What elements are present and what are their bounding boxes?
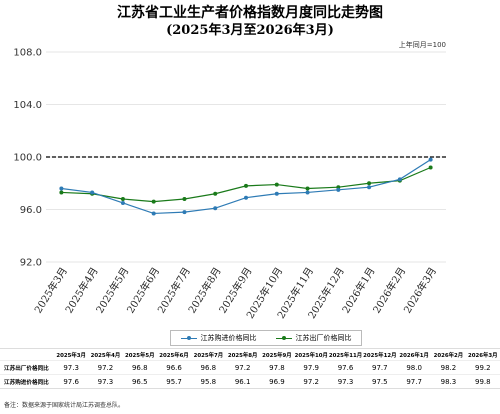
table-cell: 99.8 — [465, 374, 500, 389]
table-cell: 97.2 — [294, 374, 329, 389]
table-cell: 95.7 — [156, 374, 192, 389]
data-point-ex_factory — [120, 197, 125, 201]
data-point-ex_factory — [305, 186, 310, 191]
legend-label-ex-factory: 江苏出厂价格同比 — [295, 334, 352, 342]
data-point-purchase — [213, 206, 218, 211]
data-point-purchase — [120, 200, 125, 205]
data-point-ex_factory — [59, 190, 64, 195]
table-corner — [0, 348, 54, 361]
table-cell: 95.8 — [191, 374, 226, 389]
footnote: 备注：数据来源于国家统计局江苏调查总队。 — [4, 402, 125, 409]
table-header-row: 2025年3月 2025年4月 2025年5月 2025年6月 2025年7月 2025年… — [0, 348, 500, 361]
table-cell: 97.6 — [54, 374, 89, 389]
data-point-purchase — [397, 177, 402, 182]
legend: 江苏购进价格同比 江苏出厂价格同比 — [170, 330, 362, 346]
y-tick-label: 104.0 — [13, 100, 42, 111]
table-row-purchase: 江苏购进价格同比 97.6 97.3 96.5 95.7 95.8 96.1 96.9 97.2… — [0, 374, 500, 389]
data-point-ex_factory — [213, 191, 218, 196]
table-cell: 97.3 — [328, 374, 363, 389]
base-note: 上年同月=100 — [398, 41, 446, 49]
line-chart: 92.096.0100.0104.0108.02025年3月2025年4月202… — [13, 48, 446, 321]
table-column-header: 2025年9月 — [259, 348, 295, 361]
data-point-purchase — [90, 190, 95, 195]
data-point-ex_factory — [182, 197, 187, 201]
table-cell: 97.7 — [396, 374, 432, 389]
y-tick-label: 96.0 — [20, 205, 42, 216]
data-point-purchase — [336, 187, 341, 192]
table-column-header: 2025年11月 — [328, 348, 363, 361]
table-column-header: 2025年6月 — [156, 348, 192, 361]
data-point-purchase — [59, 186, 64, 191]
legend-item-ex-factory: 江苏出厂价格同比 — [275, 333, 352, 343]
table-cell: 97.3 — [88, 374, 123, 389]
table-column-header: 2026年3月 — [465, 348, 500, 361]
table-cell: 96.8 — [122, 360, 157, 375]
table-cell: 98.3 — [431, 374, 466, 389]
table-cell: 99.2 — [465, 360, 500, 375]
data-point-purchase — [274, 191, 279, 196]
table-column-header: 2025年10月 — [294, 348, 329, 361]
data-point-purchase — [151, 211, 156, 216]
chart-title: 江苏省工业生产者价格指数月度同比走势图 — [117, 5, 383, 21]
data-point-purchase — [182, 210, 187, 215]
table-row-label: 江苏出厂价格同比 — [0, 360, 54, 375]
table-cell: 96.9 — [259, 374, 295, 389]
data-point-purchase — [244, 195, 248, 200]
table-row-ex_factory: 江苏出厂价格同比 97.3 97.2 96.8 96.6 96.8 97.2 97.8 97.9… — [0, 360, 500, 375]
table-column-header: 2026年1月 — [396, 348, 432, 361]
table-cell: 97.8 — [259, 360, 295, 375]
y-tick-label: 108.0 — [13, 48, 42, 59]
table-cell: 98.0 — [396, 360, 432, 375]
table-cell: 96.8 — [191, 360, 226, 375]
data-point-ex_factory — [367, 181, 372, 186]
table-cell: 96.6 — [156, 360, 192, 375]
table-cell: 97.3 — [54, 360, 89, 375]
data-table: 2025年3月 2025年4月 2025年5月 2025年6月 2025年7月 2025年… — [0, 348, 500, 389]
table-cell: 97.2 — [88, 360, 123, 375]
table-column-header: 2025年3月 — [54, 348, 89, 361]
table-cell: 97.7 — [362, 360, 397, 375]
table-cell: 96.1 — [225, 374, 260, 389]
table-column-header: 2025年5月 — [122, 348, 157, 361]
table-column-header: 2026年2月 — [431, 348, 466, 361]
legend-label-purchase: 江苏购进价格同比 — [200, 334, 257, 342]
table-cell: 97.6 — [328, 360, 363, 375]
table-cell: 98.2 — [431, 360, 466, 375]
table-column-header: 2025年4月 — [88, 348, 123, 361]
data-point-ex_factory — [274, 182, 279, 187]
table-column-header: 2025年12月 — [362, 348, 397, 361]
data-point-purchase — [367, 185, 372, 190]
table-cell: 96.5 — [122, 374, 157, 389]
data-point-ex_factory — [428, 165, 433, 170]
legend-swatch-purchase — [180, 335, 197, 341]
data-point-ex_factory — [244, 183, 248, 188]
data-point-ex_factory — [151, 199, 156, 204]
y-tick-label: 92.0 — [20, 258, 42, 269]
table-column-header: 2025年8月 — [225, 348, 260, 361]
table-cell: 97.5 — [362, 374, 397, 389]
table-cell: 97.2 — [225, 360, 260, 375]
data-point-purchase — [428, 157, 433, 162]
table-column-header: 2025年7月 — [191, 348, 226, 361]
legend-item-purchase: 江苏购进价格同比 — [180, 333, 257, 343]
y-tick-label: 100.0 — [13, 153, 42, 164]
table-cell: 97.9 — [294, 360, 329, 375]
chart-subtitle: (2025年3月至2026年3月) — [166, 23, 334, 38]
table-row-label: 江苏购进价格同比 — [0, 374, 54, 389]
data-point-purchase — [305, 190, 310, 195]
legend-swatch-ex-factory — [275, 335, 292, 341]
